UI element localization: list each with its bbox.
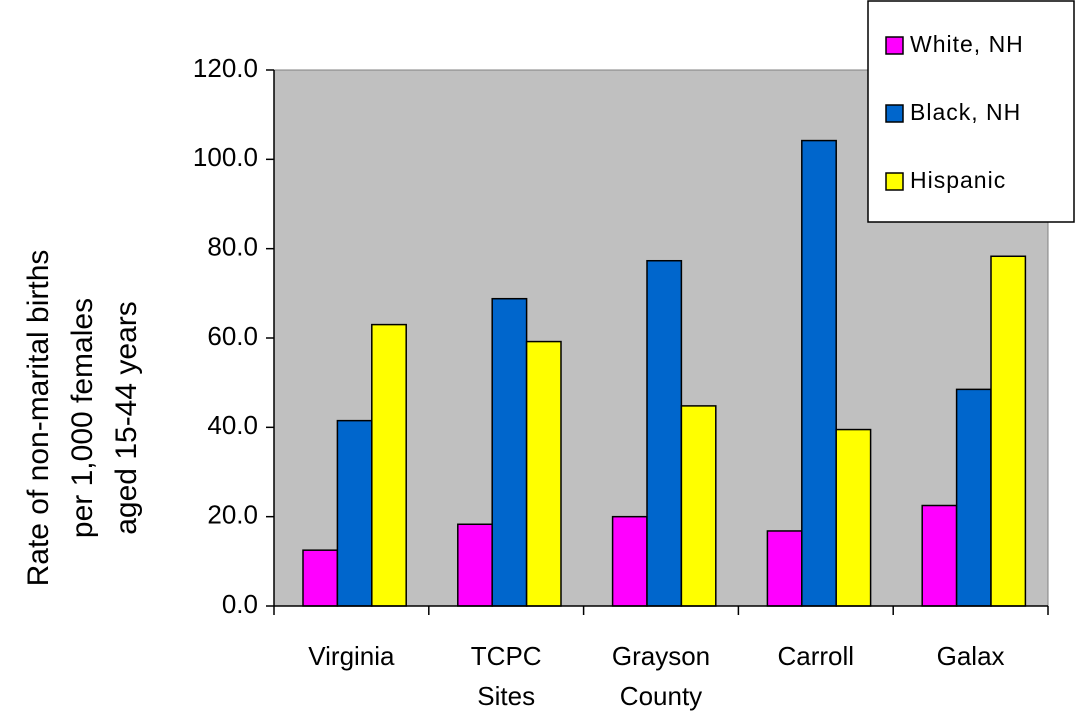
legend-label: Black, NH xyxy=(910,99,1021,125)
x-tick-label: TCPC xyxy=(471,641,542,671)
bar xyxy=(302,549,339,607)
legend-label: White, NH xyxy=(910,31,1024,57)
bar xyxy=(990,255,1027,607)
bar xyxy=(646,259,683,607)
legend: White, NH Black, NH Hispanic xyxy=(867,0,1075,223)
x-tick-label: Grayson xyxy=(612,641,710,671)
bar xyxy=(336,419,373,607)
legend-label: Hispanic xyxy=(910,167,1006,193)
bar xyxy=(955,388,992,607)
bar xyxy=(611,515,648,607)
bar xyxy=(835,428,872,607)
bar xyxy=(457,523,493,607)
bar xyxy=(680,405,717,607)
bar xyxy=(371,323,407,607)
y-tick-label: 0.0 xyxy=(222,589,258,619)
y-tick-label: 60.0 xyxy=(207,321,258,351)
x-tick-label: Sites xyxy=(477,681,535,711)
y-tick-label: 120.0 xyxy=(193,53,258,83)
legend-swatch xyxy=(885,104,904,123)
y-axis-label-line: Rate of non-marital births xyxy=(22,250,55,587)
legend-swatch xyxy=(885,36,904,55)
y-tick-label: 20.0 xyxy=(207,500,258,530)
y-tick-label: 80.0 xyxy=(207,232,258,262)
legend-swatch xyxy=(885,172,904,191)
y-axis-label: Rate of non-marital births per 1,000 fema… xyxy=(22,250,143,587)
x-tick-label: Carroll xyxy=(778,641,855,671)
y-axis-label-line: aged 15-44 years xyxy=(110,301,143,535)
x-tick-label: Virginia xyxy=(308,641,395,671)
bar xyxy=(525,340,562,607)
y-tick-label: 40.0 xyxy=(207,410,258,440)
bar xyxy=(491,297,528,607)
bar xyxy=(921,504,958,607)
x-tick-label: Galax xyxy=(937,641,1005,671)
x-tick-label: County xyxy=(620,681,702,711)
y-tick-label: 100.0 xyxy=(193,142,258,172)
bar xyxy=(766,530,803,607)
bar xyxy=(801,139,837,607)
y-axis-label-line: per 1,000 females xyxy=(66,298,99,538)
